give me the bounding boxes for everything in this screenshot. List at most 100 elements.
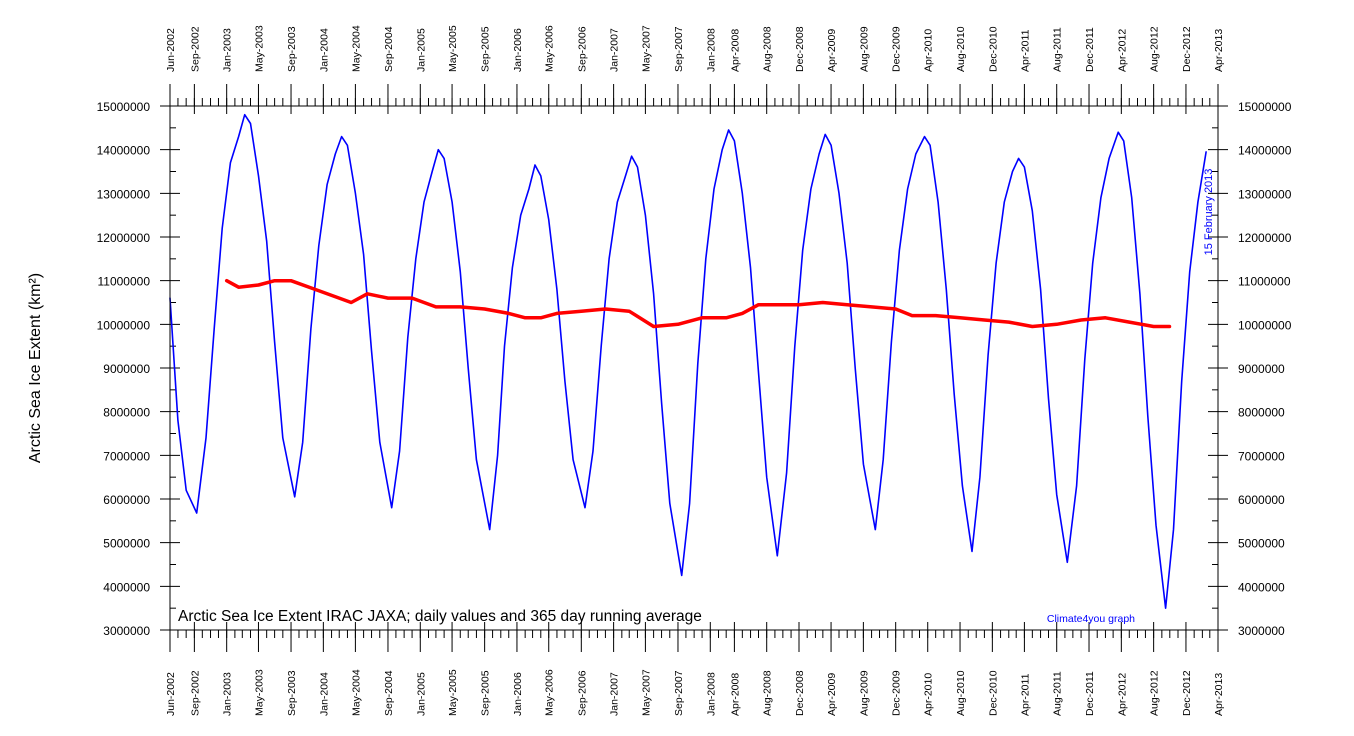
y-right-tick-label: 7000000 [1238, 449, 1285, 463]
y-left-tick-label: 7000000 [103, 449, 150, 463]
y-left-tick-label: 13000000 [97, 187, 151, 201]
x-top-tick-label: May-2004 [350, 25, 362, 72]
x-bottom-tick-label: Dec-2010 [987, 670, 999, 716]
x-bottom-tick-label: Aug-2009 [858, 670, 870, 716]
x-top-tick-label: Sep-2003 [286, 26, 298, 72]
x-bottom-tick-label: May-2004 [350, 669, 362, 716]
y-left-tick-label: 10000000 [97, 318, 151, 332]
credit-label: Climate4you graph [1047, 613, 1135, 625]
x-bottom-tick-label: Dec-2009 [891, 670, 903, 716]
x-top-tick-label: Apr-2008 [729, 29, 741, 72]
x-top-tick-label: Dec-2008 [794, 26, 806, 72]
x-bottom-tick-label: Apr-2008 [729, 673, 741, 716]
x-top-tick-label: Apr-2011 [1019, 29, 1031, 72]
y-right-tick-label: 14000000 [1238, 144, 1292, 158]
x-bottom-tick-label: Apr-2012 [1116, 673, 1128, 716]
x-top-tick-label: Sep-2007 [673, 26, 685, 72]
x-axis-top-ticks [169, 84, 1219, 114]
x-bottom-tick-label: Sep-2002 [189, 670, 201, 716]
x-top-tick-label: Jan-2005 [415, 28, 427, 72]
x-bottom-tick-label: May-2005 [447, 669, 459, 716]
x-bottom-tick-label: May-2007 [640, 669, 652, 716]
y-axis-title: Arctic Sea Ice Extent (km²) [27, 273, 44, 463]
y-left-tick-label: 9000000 [103, 362, 150, 376]
y-left-tick-label: 3000000 [103, 624, 150, 638]
x-bottom-tick-label: Jun-2002 [165, 672, 177, 716]
x-bottom-tick-label: Jan-2007 [609, 672, 621, 716]
y-right-tick-label: 9000000 [1238, 362, 1285, 376]
x-top-tick-label: Apr-2010 [923, 29, 935, 72]
x-top-tick-label: Jun-2002 [165, 28, 177, 72]
y-right-tick-label: 6000000 [1238, 493, 1285, 507]
y-left-tick-label: 4000000 [103, 580, 150, 594]
y-left-tick-label: 8000000 [103, 406, 150, 420]
x-top-tick-label: Jan-2008 [705, 28, 717, 72]
x-top-tick-label: May-2007 [640, 25, 652, 72]
y-axis-left: 3000000 4000000 5000000 6000000 7000000 80000… [97, 100, 180, 638]
plot-frame [169, 105, 1219, 631]
x-bottom-tick-label: Dec-2008 [794, 670, 806, 716]
y-left-tick-label: 11000000 [98, 275, 151, 289]
x-bottom-tick-label: May-2006 [544, 669, 556, 716]
y-left-tick-label: 15000000 [97, 100, 151, 114]
x-axis-top-labels: Jun-2002 Sep-2002 Jan-2003 May-2003 Sep-2003… [165, 25, 1225, 72]
x-bottom-tick-label: Sep-2007 [673, 670, 685, 716]
x-top-tick-label: Jan-2007 [609, 28, 621, 72]
chart-annotation: Arctic Sea Ice Extent IRAC JAXA; daily v… [178, 608, 702, 625]
x-bottom-tick-label: Sep-2004 [383, 670, 395, 716]
x-bottom-tick-label: Apr-2009 [826, 673, 838, 716]
y-right-tick-label: 4000000 [1238, 580, 1285, 594]
x-top-tick-label: Dec-2010 [987, 26, 999, 72]
x-bottom-tick-label: Jan-2006 [512, 672, 524, 716]
x-top-tick-label: Apr-2012 [1116, 29, 1128, 72]
x-bottom-tick-label: Sep-2005 [480, 670, 492, 716]
x-top-tick-label: Sep-2004 [383, 26, 395, 72]
x-top-tick-label: Dec-2012 [1181, 26, 1193, 72]
x-bottom-tick-label: May-2003 [253, 669, 265, 716]
x-bottom-tick-label: Aug-2010 [955, 670, 967, 716]
x-bottom-tick-label: Sep-2006 [576, 670, 588, 716]
x-bottom-tick-label: Apr-2010 [923, 673, 935, 716]
series-group [169, 113, 1207, 610]
x-bottom-tick-label: Jan-2005 [415, 672, 427, 716]
x-bottom-tick-label: Aug-2011 [1052, 671, 1064, 716]
y-left-tick-label: 14000000 [97, 144, 151, 158]
x-top-tick-label: Aug-2012 [1149, 26, 1161, 72]
y-axis-right: 3000000 4000000 5000000 6000000 7000000 80000… [1208, 100, 1292, 638]
y-right-tick-label: 15000000 [1238, 100, 1292, 114]
x-top-tick-label: Sep-2006 [576, 26, 588, 72]
x-axis-bottom-labels: Jun-2002 Sep-2002 Jan-2003 May-2003 Sep-2003… [165, 669, 1225, 716]
x-bottom-tick-label: Dec-2012 [1181, 670, 1193, 716]
x-bottom-tick-label: Apr-2013 [1213, 673, 1225, 716]
x-top-tick-label: May-2006 [544, 25, 556, 72]
y-right-tick-label: 13000000 [1238, 187, 1292, 201]
running-average-line [224, 278, 1172, 329]
y-left-tick-label: 5000000 [103, 537, 150, 551]
x-bottom-tick-label: Sep-2003 [286, 670, 298, 716]
y-right-tick-label: 12000000 [1238, 231, 1292, 245]
x-bottom-tick-label: Jan-2004 [318, 672, 330, 716]
x-top-tick-label: Sep-2005 [480, 26, 492, 72]
x-top-tick-label: Apr-2013 [1213, 29, 1225, 72]
y-right-tick-label: 8000000 [1238, 406, 1285, 420]
x-axis-bottom-ticks [169, 622, 1219, 652]
x-top-tick-label: Apr-2009 [826, 29, 838, 72]
x-top-tick-label: Jan-2004 [318, 28, 330, 72]
y-right-tick-label: 11000000 [1238, 275, 1291, 289]
x-top-tick-label: Aug-2011 [1052, 27, 1064, 72]
daily-values-line [169, 113, 1207, 610]
y-left-tick-label: 6000000 [103, 493, 150, 507]
x-bottom-tick-label: Jan-2008 [705, 672, 717, 716]
x-bottom-tick-label: Jan-2003 [222, 672, 234, 716]
x-top-tick-label: May-2005 [447, 25, 459, 72]
x-top-tick-label: Aug-2008 [762, 26, 774, 72]
x-bottom-tick-label: Aug-2008 [762, 670, 774, 716]
y-right-tick-label: 5000000 [1238, 537, 1285, 551]
x-top-tick-label: Jan-2006 [512, 28, 524, 72]
y-left-tick-label: 12000000 [97, 231, 151, 245]
x-top-tick-label: Aug-2010 [955, 26, 967, 72]
x-top-tick-label: Aug-2009 [858, 26, 870, 72]
x-top-tick-label: Jan-2003 [222, 28, 234, 72]
x-top-tick-label: May-2003 [253, 25, 265, 72]
